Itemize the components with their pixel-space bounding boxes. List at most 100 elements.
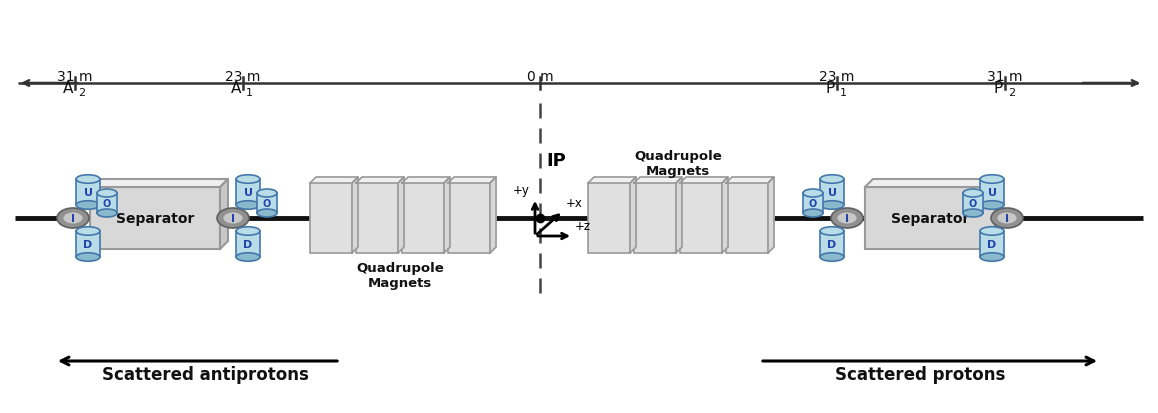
Text: O: O: [969, 199, 977, 209]
Text: +y: +y: [513, 183, 529, 197]
Text: U: U: [828, 188, 836, 197]
Ellipse shape: [236, 201, 259, 210]
Text: 23 m: 23 m: [226, 70, 261, 84]
Polygon shape: [726, 178, 774, 183]
Bar: [97, 194, 117, 214]
Ellipse shape: [997, 213, 1017, 224]
Bar: [310, 183, 352, 254]
Polygon shape: [768, 178, 774, 254]
Polygon shape: [352, 178, 358, 254]
Text: +z: +z: [576, 220, 591, 233]
Ellipse shape: [820, 253, 844, 261]
Ellipse shape: [217, 209, 249, 228]
Text: O: O: [263, 199, 271, 209]
Bar: [820, 180, 844, 206]
Polygon shape: [680, 178, 728, 183]
Ellipse shape: [820, 176, 844, 184]
Polygon shape: [633, 178, 682, 183]
Bar: [356, 183, 398, 254]
Ellipse shape: [802, 190, 823, 197]
Ellipse shape: [257, 190, 277, 197]
Bar: [726, 183, 768, 254]
Ellipse shape: [236, 176, 259, 184]
Text: I: I: [845, 214, 849, 223]
Text: Quadrupole
Magnets: Quadrupole Magnets: [635, 150, 721, 178]
Ellipse shape: [831, 209, 863, 228]
Polygon shape: [402, 178, 450, 183]
Text: D: D: [988, 240, 997, 249]
Text: O: O: [809, 199, 818, 209]
Text: U: U: [83, 188, 93, 197]
Ellipse shape: [97, 190, 117, 197]
Bar: [588, 183, 630, 254]
Text: Quadrupole
Magnets: Quadrupole Magnets: [357, 261, 444, 289]
Text: IP: IP: [547, 152, 566, 170]
Bar: [257, 194, 277, 214]
Text: 31 m: 31 m: [988, 70, 1023, 84]
Bar: [76, 231, 100, 257]
Text: Scattered protons: Scattered protons: [835, 365, 1005, 383]
Ellipse shape: [76, 227, 100, 236]
Ellipse shape: [76, 176, 100, 184]
Bar: [236, 180, 259, 206]
Bar: [402, 183, 444, 254]
Polygon shape: [90, 180, 228, 188]
Ellipse shape: [257, 209, 277, 218]
Bar: [865, 188, 995, 249]
Bar: [236, 231, 259, 257]
Ellipse shape: [236, 227, 259, 236]
Ellipse shape: [223, 213, 242, 224]
Bar: [448, 183, 490, 254]
Polygon shape: [398, 178, 404, 254]
Bar: [820, 231, 844, 257]
Bar: [90, 188, 220, 249]
Text: Scattered antiprotons: Scattered antiprotons: [102, 365, 308, 383]
Bar: [980, 231, 1004, 257]
Polygon shape: [721, 178, 728, 254]
Text: D: D: [827, 240, 836, 249]
Text: 0 m: 0 m: [527, 70, 554, 84]
Polygon shape: [490, 178, 496, 254]
Text: O: O: [103, 199, 111, 209]
Text: 2: 2: [1007, 88, 1016, 98]
Bar: [76, 180, 100, 206]
Bar: [963, 194, 983, 214]
Text: P: P: [994, 81, 1003, 96]
Polygon shape: [995, 180, 1003, 249]
Ellipse shape: [991, 209, 1023, 228]
Polygon shape: [865, 180, 1003, 188]
Bar: [633, 183, 676, 254]
Ellipse shape: [76, 253, 100, 261]
Ellipse shape: [963, 209, 983, 218]
Ellipse shape: [837, 213, 857, 224]
Polygon shape: [448, 178, 496, 183]
Polygon shape: [630, 178, 636, 254]
Text: 31 m: 31 m: [57, 70, 93, 84]
Text: +x: +x: [566, 197, 582, 209]
Text: U: U: [243, 188, 252, 197]
Text: 23 m: 23 m: [820, 70, 855, 84]
Ellipse shape: [980, 201, 1004, 210]
Text: 1: 1: [245, 88, 252, 98]
Ellipse shape: [820, 227, 844, 236]
Text: D: D: [83, 240, 93, 249]
Polygon shape: [676, 178, 682, 254]
Text: Separator: Separator: [891, 211, 969, 225]
Ellipse shape: [980, 176, 1004, 184]
Text: P: P: [826, 81, 835, 96]
Ellipse shape: [820, 201, 844, 210]
Text: U: U: [988, 188, 997, 197]
Ellipse shape: [64, 213, 82, 224]
Bar: [802, 194, 823, 214]
Text: 2: 2: [78, 88, 86, 98]
Ellipse shape: [97, 209, 117, 218]
Ellipse shape: [76, 201, 100, 210]
Text: 1: 1: [840, 88, 846, 98]
Ellipse shape: [980, 253, 1004, 261]
Text: I: I: [1005, 214, 1009, 223]
Text: I: I: [230, 214, 235, 223]
Bar: [980, 180, 1004, 206]
Polygon shape: [310, 178, 358, 183]
Ellipse shape: [57, 209, 89, 228]
Bar: [680, 183, 721, 254]
